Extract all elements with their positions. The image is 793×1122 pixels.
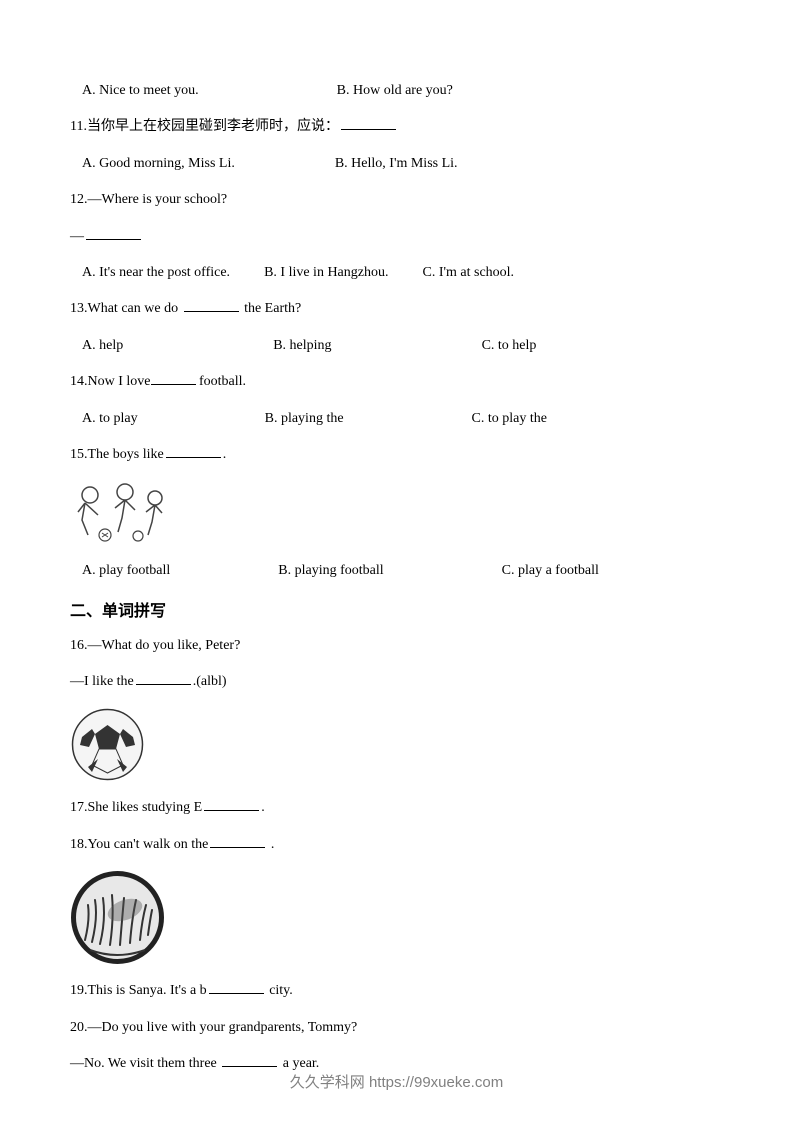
q17-stem-post: . [261, 800, 265, 815]
q12-answer-line: — [70, 226, 723, 248]
q19-stem: 19.This is Sanya. It's a b city. [70, 980, 723, 1002]
q15-options: A. play football B. playing football C. … [70, 560, 723, 582]
q10-options: A. Nice to meet you. B. How old are you? [70, 80, 723, 102]
q18-stem: 18.You can't walk on the . [70, 834, 723, 856]
q16-image [70, 707, 723, 787]
q19-stem-pre: 19.This is Sanya. It's a b [70, 983, 207, 998]
q10-option-b: B. How old are you? [337, 80, 453, 102]
q18-image [70, 870, 723, 970]
spacer [170, 560, 278, 582]
q14-stem-pre: 14.Now I love [70, 374, 151, 389]
q16-ans-pre: —I like the [70, 674, 134, 689]
q13-option-c: C. to help [482, 335, 537, 357]
q11-option-b: B. Hello, I'm Miss Li. [335, 153, 458, 175]
grass-circle-icon [70, 870, 165, 965]
q14-option-b: B. playing the [265, 408, 344, 430]
q20-stem: 20.—Do you live with your grandparents, … [70, 1017, 723, 1039]
q12-dash: — [70, 229, 84, 244]
page-footer: 久久学科网 https://99xueke.com [0, 1071, 793, 1092]
q15-stem-pre: 15.The boys like [70, 447, 164, 462]
blank [136, 671, 191, 685]
q11-stem-text: 11.当你早上在校园里碰到李老师时，应说： [70, 119, 339, 134]
spacer [332, 335, 482, 357]
q15-stem: 15.The boys like. [70, 444, 723, 466]
q13-options: A. help B. helping C. to help [70, 335, 723, 357]
blank [210, 834, 265, 848]
q20-ans-pre: —No. We visit them three [70, 1056, 220, 1071]
q11-stem: 11.当你早上在校园里碰到李老师时，应说： [70, 116, 723, 138]
spacer [199, 80, 337, 102]
q16-answer: —I like the .(albl) [70, 671, 723, 693]
q16-ans-post: .(albl) [193, 674, 227, 689]
blank [209, 980, 264, 994]
q20-ans-post: a year. [279, 1056, 319, 1071]
q15-option-c: C. play a football [502, 560, 599, 582]
blank [166, 444, 221, 458]
spacer [388, 262, 422, 284]
blank [184, 298, 239, 312]
q14-stem-post: football. [196, 374, 247, 389]
q11-option-a: A. Good morning, Miss Li. [82, 153, 235, 175]
q16-stem: 16.—What do you like, Peter? [70, 635, 723, 657]
spacer [138, 408, 265, 430]
q12-option-b: B. I live in Hangzhou. [264, 262, 388, 284]
spacer [230, 262, 264, 284]
q11-options: A. Good morning, Miss Li. B. Hello, I'm … [70, 153, 723, 175]
q15-option-b: B. playing football [278, 560, 383, 582]
q15-image [70, 480, 723, 550]
blank [341, 116, 396, 130]
q13-option-a: A. help [82, 335, 123, 357]
spacer [384, 560, 502, 582]
q14-option-a: A. to play [82, 408, 138, 430]
soccer-ball-icon [70, 707, 145, 782]
spacer [123, 335, 273, 357]
spacer [344, 408, 472, 430]
football-kids-icon [70, 480, 170, 545]
q12-option-a: A. It's near the post office. [82, 262, 230, 284]
q12-stem: 12.—Where is your school? [70, 189, 723, 211]
q13-stem-pre: 13.What can we do [70, 301, 182, 316]
blank [151, 371, 196, 385]
q14-option-c: C. to play the [472, 408, 547, 430]
q10-option-a: A. Nice to meet you. [82, 80, 199, 102]
q18-stem-pre: 18.You can't walk on the [70, 837, 208, 852]
q12-option-c: C. I'm at school. [422, 262, 514, 284]
blank [204, 797, 259, 811]
q13-stem: 13.What can we do the Earth? [70, 298, 723, 320]
q15-stem-post: . [223, 447, 227, 462]
section-2-title: 二、单词拼写 [70, 597, 723, 621]
q13-option-b: B. helping [273, 335, 331, 357]
q14-stem: 14.Now I love football. [70, 371, 723, 393]
q17-stem-pre: 17.She likes studying E [70, 800, 202, 815]
q15-option-a: A. play football [82, 560, 170, 582]
q13-stem-post: the Earth? [241, 301, 302, 316]
spacer [235, 153, 335, 175]
q12-options: A. It's near the post office. B. I live … [70, 262, 723, 284]
q14-options: A. to play B. playing the C. to play the [70, 408, 723, 430]
blank [222, 1053, 277, 1067]
q17-stem: 17.She likes studying E. [70, 797, 723, 819]
q19-stem-post: city. [266, 983, 293, 998]
blank [86, 226, 141, 240]
q18-stem-post: . [267, 837, 274, 852]
